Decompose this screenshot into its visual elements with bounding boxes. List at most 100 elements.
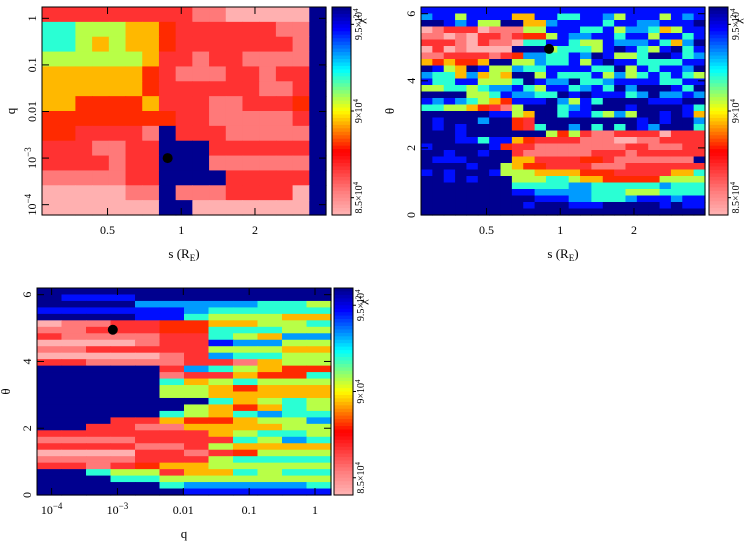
heatmap-cell xyxy=(86,365,112,373)
colorbar-segment xyxy=(334,484,353,489)
heatmap-cell xyxy=(257,456,283,464)
heatmap-cell xyxy=(466,137,479,145)
heatmap-cell xyxy=(292,51,310,68)
heatmap-cell xyxy=(580,176,592,184)
heatmap-cell xyxy=(142,200,160,216)
heatmap-cell xyxy=(209,51,227,68)
heatmap-cell xyxy=(693,26,706,34)
heatmap-cell xyxy=(192,96,210,112)
heatmap-cell xyxy=(306,462,332,470)
heatmap-cell xyxy=(682,169,695,177)
heatmap-cell xyxy=(534,169,547,177)
heatmap-cell xyxy=(648,124,661,132)
heatmap-cell xyxy=(42,170,60,186)
heatmap-cell xyxy=(659,130,672,138)
heatmap-cell xyxy=(455,137,468,145)
heatmap-cell xyxy=(511,117,524,125)
x-tick-label: 0.01 xyxy=(173,503,194,517)
heatmap-cell xyxy=(257,313,283,321)
heatmap-cell xyxy=(455,7,468,15)
heatmap-cell xyxy=(257,300,283,309)
colorbar-segment xyxy=(334,467,353,472)
heatmap-cell xyxy=(534,176,547,184)
colorbar-tick-label: 8.5×104 xyxy=(354,461,367,493)
heatmap-cell xyxy=(636,143,649,151)
heatmap-cell xyxy=(557,52,570,60)
heatmap-cell xyxy=(534,72,547,80)
heatmap-cell xyxy=(233,333,259,341)
heatmap-cell xyxy=(636,195,649,203)
heatmap-cell xyxy=(500,189,513,197)
colorbar-segment xyxy=(332,145,351,150)
heatmap-cell xyxy=(511,176,524,184)
colorbar-segment xyxy=(332,176,351,181)
heatmap-cell xyxy=(421,13,433,21)
heatmap-cell xyxy=(421,189,433,197)
heatmap-cell xyxy=(37,462,63,470)
heatmap-cell xyxy=(466,46,479,54)
heatmap-cell xyxy=(591,163,604,171)
heatmap-cell xyxy=(648,156,661,164)
heatmap-cell xyxy=(568,20,581,28)
heatmap-cell xyxy=(233,288,259,296)
heatmap-cell xyxy=(693,130,706,138)
colorbar-segment xyxy=(332,107,351,112)
heatmap-cell xyxy=(670,169,683,177)
heatmap-cell xyxy=(61,288,87,296)
colorbar-segment xyxy=(709,159,728,164)
heatmap-cell xyxy=(648,176,661,184)
heatmap-cell xyxy=(625,104,638,112)
heatmap-cell xyxy=(636,13,649,21)
heatmap-cell xyxy=(432,104,445,112)
heatmap-cell xyxy=(92,200,110,216)
heatmap-cell xyxy=(184,288,210,296)
heatmap-cell xyxy=(110,339,136,347)
heatmap-cell xyxy=(432,117,445,125)
heatmap-cell xyxy=(110,320,136,328)
heatmap-cell xyxy=(125,111,143,127)
heatmap-cell xyxy=(257,320,283,328)
heatmap-cell xyxy=(75,81,93,97)
heatmap-cell xyxy=(636,33,649,41)
heatmap-cell xyxy=(110,423,136,431)
heatmap-cell xyxy=(545,104,558,112)
heatmap-cell xyxy=(693,202,706,210)
heatmap-cell xyxy=(184,449,210,457)
heatmap-cell xyxy=(568,143,581,151)
colorbar-segment xyxy=(332,211,351,216)
heatmap-cell xyxy=(466,91,479,99)
heatmap-cell xyxy=(659,26,672,34)
heatmap-cell xyxy=(92,170,110,186)
heatmap-cell xyxy=(175,51,193,68)
heatmap-cell xyxy=(259,111,277,127)
heatmap-cell xyxy=(37,404,63,412)
heatmap-cell xyxy=(568,33,581,41)
heatmap-cell xyxy=(477,189,490,197)
heatmap-cell xyxy=(466,189,479,197)
heatmap-cell xyxy=(568,189,581,197)
colorbar-segment xyxy=(334,474,353,479)
heatmap-cell xyxy=(455,130,468,138)
heatmap-cell xyxy=(489,85,502,93)
heatmap-cell xyxy=(636,189,649,197)
heatmap-cell xyxy=(159,320,185,328)
heatmap-cell xyxy=(292,66,310,82)
heatmap-cell xyxy=(209,66,227,82)
heatmap-cell xyxy=(614,85,627,93)
heatmap-cell xyxy=(568,117,581,125)
heatmap-cell xyxy=(534,65,547,73)
heatmap-cell xyxy=(292,155,310,172)
heatmap-cell xyxy=(292,111,310,127)
heatmap-cell xyxy=(455,78,468,86)
heatmap-cell xyxy=(443,195,456,203)
heatmap-cell xyxy=(421,169,433,177)
heatmap-cell xyxy=(209,155,227,172)
heatmap-cell xyxy=(443,189,456,197)
heatmap-cell xyxy=(432,202,445,210)
heatmap-cell xyxy=(175,96,193,112)
heatmap-cell xyxy=(110,365,136,373)
colorbar-segment xyxy=(709,27,728,32)
heatmap-cell xyxy=(135,288,161,296)
colorbar-tick-label: 9.5×104 xyxy=(352,8,365,40)
